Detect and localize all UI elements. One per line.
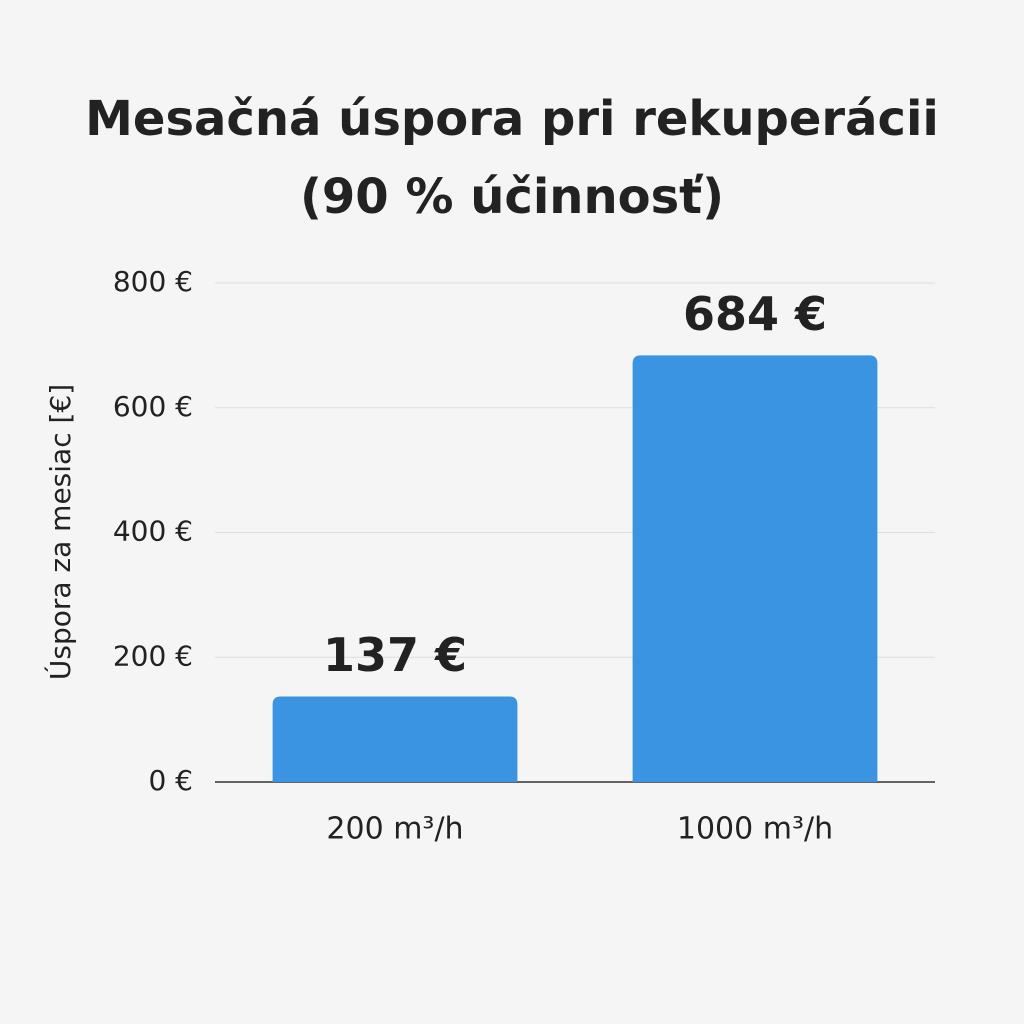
y-axis-label: Úspora za mesiac [€] bbox=[43, 384, 77, 680]
y-tick-label: 0 € bbox=[148, 764, 193, 797]
bar bbox=[632, 355, 878, 782]
bar bbox=[272, 696, 518, 782]
y-tick-label: 200 € bbox=[113, 639, 193, 672]
y-tick-label: 600 € bbox=[113, 390, 193, 423]
y-tick-label: 800 € bbox=[113, 265, 193, 298]
x-tick-label: 1000 m³/h bbox=[677, 812, 833, 847]
value-label: 684 € bbox=[683, 287, 827, 341]
y-tick-label: 400 € bbox=[113, 515, 193, 548]
x-tick-label: 200 m³/h bbox=[326, 812, 463, 847]
chart-title: Mesačná úspora pri rekuperácii (90 % úči… bbox=[85, 91, 939, 225]
value-label: 137 € bbox=[323, 628, 467, 682]
